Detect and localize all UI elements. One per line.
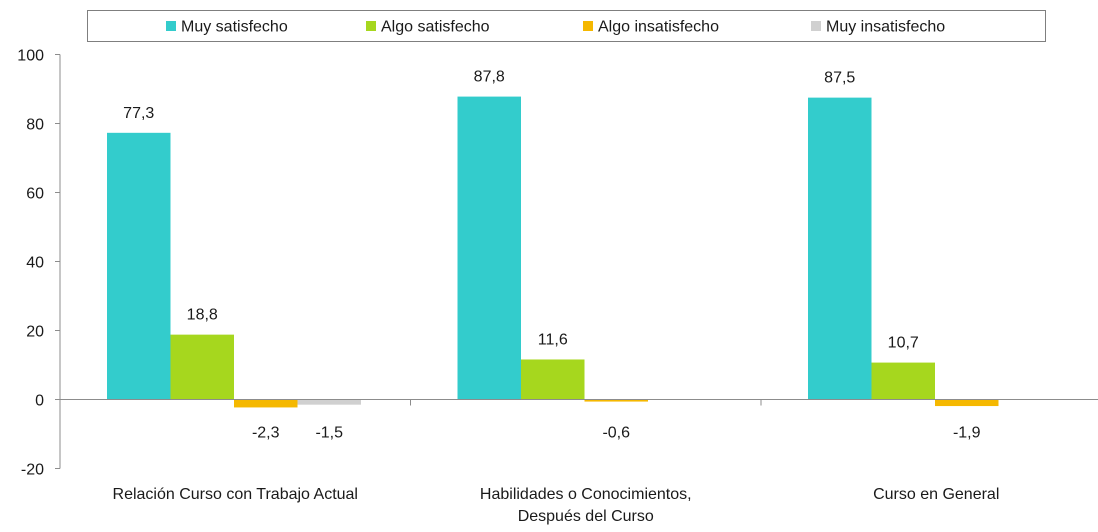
legend-swatch-muy-satisfecho	[166, 21, 176, 31]
bar-algo-satisfecho	[170, 334, 234, 400]
x-category-label: Relación Curso con Trabajo Actual	[113, 486, 358, 503]
bar-muy-satisfecho	[107, 132, 171, 400]
y-tick-label: 80	[26, 117, 44, 134]
data-label: 87,8	[474, 69, 505, 86]
bar-muy-insatisfecho	[297, 399, 361, 405]
legend-label-algo-insatisfecho: Algo insatisfecho	[598, 19, 719, 36]
data-label: 87,5	[824, 70, 855, 87]
data-label: 10,7	[888, 335, 919, 352]
y-tick-label: 0	[35, 393, 44, 410]
x-category-label: Después del Curso	[518, 508, 654, 525]
legend-swatch-algo-satisfecho	[366, 21, 376, 31]
bar-algo-insatisfecho	[234, 399, 298, 408]
legend-label-muy-satisfecho: Muy satisfecho	[181, 19, 288, 36]
data-label: 18,8	[187, 307, 218, 324]
legend-swatch-algo-insatisfecho	[583, 21, 593, 31]
legend: Muy satisfecho Algo satisfecho Algo insati…	[87, 10, 1046, 42]
data-label: -1,9	[953, 425, 981, 442]
bar-algo-satisfecho	[871, 362, 935, 400]
y-tick-label: 40	[26, 255, 44, 272]
bar-algo-insatisfecho	[935, 399, 999, 407]
y-tick-label: 60	[26, 186, 44, 203]
data-labels: 77,3 87,8 87,5 18,8 11,6 10,7 -2,3 -0,6 -1,9 -1,5	[123, 69, 980, 442]
x-category-label: Curso en General	[873, 486, 999, 503]
legend-label-muy-insatisfecho: Muy insatisfecho	[826, 19, 945, 36]
legend-label-algo-satisfecho: Algo satisfecho	[381, 19, 490, 36]
y-tick-label: 100	[17, 48, 44, 65]
y-tick-label: -20	[21, 462, 44, 479]
bars	[107, 96, 999, 408]
bar-algo-satisfecho	[521, 359, 585, 400]
bar-muy-satisfecho	[808, 97, 872, 400]
data-label: -2,3	[252, 425, 280, 442]
bar-muy-satisfecho	[457, 96, 521, 400]
y-tick-label: 20	[26, 324, 44, 341]
x-category-label: Habilidades o Conocimientos,	[480, 486, 692, 503]
y-axis: 100 80 60 40 20 0 -20	[17, 48, 61, 479]
legend-swatch-muy-insatisfecho	[811, 21, 821, 31]
data-label: 11,6	[538, 331, 568, 348]
data-label: -0,6	[602, 425, 630, 442]
x-axis: Relación Curso con Trabajo Actual Habilid…	[59, 399, 1098, 525]
data-label: -1,5	[315, 425, 343, 442]
bar-algo-insatisfecho	[584, 399, 648, 402]
legend-box	[87, 10, 1046, 42]
data-label: 77,3	[123, 105, 154, 122]
